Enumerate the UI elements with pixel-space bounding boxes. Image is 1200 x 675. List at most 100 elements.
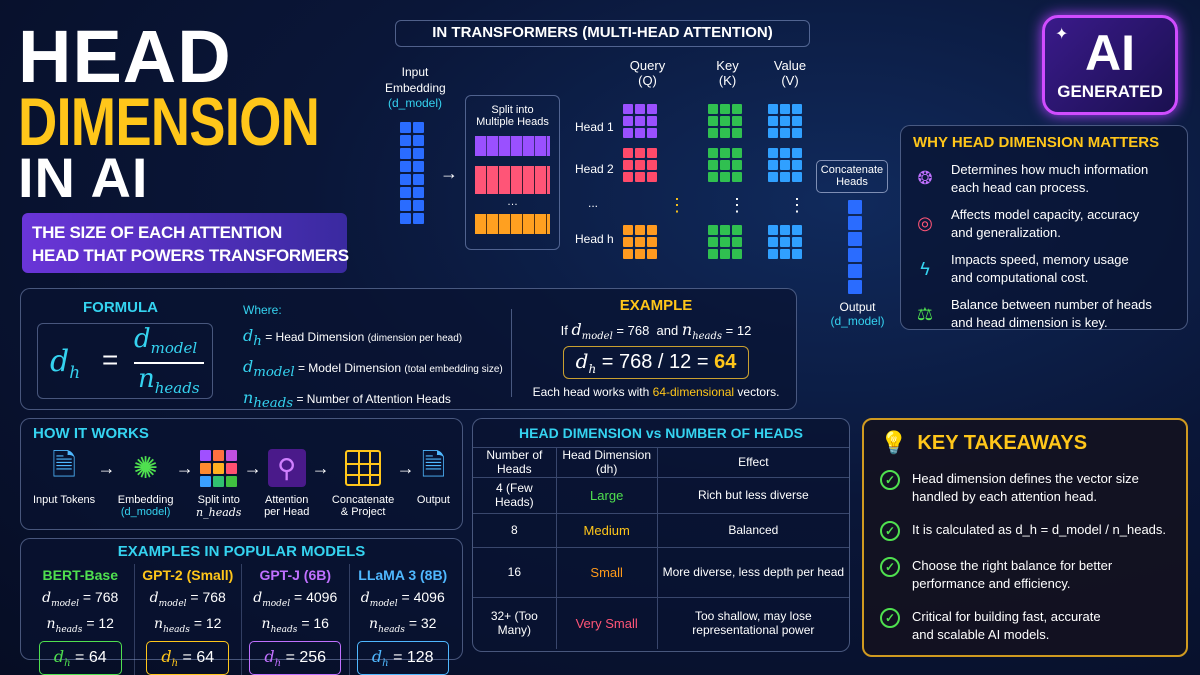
input-embedding-vector [400,122,424,224]
step-attention: ⚲ Attention per Head [264,448,309,518]
step-sub: per Head [264,506,310,518]
num-sym: d [134,324,151,354]
model-dh: dh = 64 [146,640,230,675]
table-row: 4 (Few Heads) Large Rich but less diverse [473,476,849,513]
formula-title: FORMULA [83,299,158,316]
why-item: ϟ Impacts speed, memory usage and computat… [913,251,1175,286]
value-sub: (V) [781,73,799,88]
cell-effect: Too shallow, may lose representational p… [656,596,849,649]
ellipsis-k: ⋮ [728,195,746,215]
title-line-3: IN AI [18,146,149,209]
subtitle-box: THE SIZE OF EACH ATTENTION HEAD THAT POW… [22,213,349,273]
model-dh: dh = 64 [38,640,122,675]
value-matrix [768,104,802,138]
how-steps: 🗎 Input Tokens → ✺ Embedding (d_model) → Sp… [33,448,450,520]
vector-cell [732,249,742,259]
models-row: BERT-Base dmodel = 768 nheads = 12 dh = … [27,564,456,675]
model-card: GPT-J (6B) dmodel = 4096 nheads = 16 dh … [241,564,349,675]
col-header: Effect [656,446,849,477]
vector-cell [792,128,802,138]
vector-cell [413,213,424,224]
cell-dimension: Medium [555,512,658,547]
vector-cell [848,216,862,230]
example-given: If dmodel = 768 and nheads = 12 [560,320,752,343]
key-takeaways-panel: 💡 KEY TAKEAWAYS ✓ Head dimension defines t… [862,418,1188,657]
definition-dh: dh = Head Dimension (dimension per head) [243,323,503,354]
takeaway-text: handled by each attention head. [912,488,1098,504]
why-text: Determines how much information [951,162,1149,177]
cell-effect: More diverse, less depth per head [656,546,849,597]
vector-cell [623,148,633,158]
brain-icon: ❂ [917,168,933,189]
vector-cell [400,148,411,159]
subtitle-line-2: HEAD THAT POWERS TRANSFORMERS [32,245,349,265]
model-card: LLaMA 3 (8B) dmodel = 4096 nheads = 32 d… [348,564,457,675]
popular-models-panel: EXAMPLES IN POPULAR MODELS BERT-Base dmo… [20,538,463,675]
ellipsis-v: ⋮ [788,195,806,215]
def-text: = Head Dimension [265,330,365,344]
takeaway-item: ✓ Head dimension defines the vector size h… [880,470,1170,505]
vector-cell [708,237,718,247]
cell-effect: Balanced [656,512,849,547]
step-split: Split into n_heads [196,448,241,519]
vector-cell [732,148,742,158]
why-text: Balance between number of heads [951,297,1152,313]
nheads-value: = 12 [193,614,222,631]
definition-dmodel: dmodel = Model Dimension (total embeddin… [243,354,503,385]
split-label-1: Split into [491,104,534,116]
vector-cell [792,237,802,247]
vector-cell [708,249,718,259]
vector-cell [708,225,718,235]
calc-result: 64 [714,351,737,374]
def-sub: h [253,334,262,350]
output-vector [848,200,863,294]
head-h-block [475,214,550,234]
vector-cell [732,104,742,114]
vector-cell [780,148,790,158]
vector-cell [768,148,778,158]
vector-cell [780,225,790,235]
vector-cell [413,122,424,133]
def-sym: d [243,357,254,377]
model-dmodel: dmodel = 768 [149,589,226,610]
key-matrix [708,148,742,182]
network-icon: ✺ [133,451,159,485]
output-label: Output (d_model) [825,300,890,328]
model-name: GPT-J (6B) [259,567,332,583]
vector-cell [768,237,778,247]
vector-cell [413,187,424,198]
input-embedding-label: Input Embedding (d_model) [385,65,446,112]
vector-cell [623,116,633,126]
step-sub: (d_model) [120,506,171,518]
model-dh: dh = 128 [356,640,449,675]
model-dh: dh = 256 [249,640,342,675]
def-text: = Number of Attention Heads [296,392,451,407]
takeaway-text: Critical for building fast, accurate [912,609,1101,625]
vector-cell [647,104,657,114]
vector-cell [400,213,411,224]
vector-cell [792,172,802,182]
where-label: Where: [243,303,282,317]
dmodel-value: = 768 [82,589,119,606]
head-1-block [475,136,550,156]
vector-cell [708,104,718,114]
output-text: Output [839,300,876,314]
vector-cell [848,232,862,246]
step-sub: & Project [340,506,386,518]
step-label: Attention [264,494,309,506]
vector-cell [647,172,657,182]
formula-equals: = [102,344,119,375]
vector-cell [635,160,645,170]
definition-nheads: nheads = Number of Attention Heads [243,385,503,416]
vector-cell [623,225,633,235]
arrow-icon: → [311,458,330,478]
model-nheads: nheads = 12 [46,614,114,635]
cell-dimension: Very Small [555,596,658,649]
nheads-val: = 12 [725,323,752,338]
vector-cell [732,160,742,170]
vector-cell [792,148,802,158]
takeaway-item: ✓ Choose the right balance for better perf… [880,557,1170,592]
num-sub: model [150,339,198,358]
vector-cell [400,161,411,172]
head-dimension-table: HEAD DIMENSION vs NUMBER OF HEADS Number… [472,418,850,652]
